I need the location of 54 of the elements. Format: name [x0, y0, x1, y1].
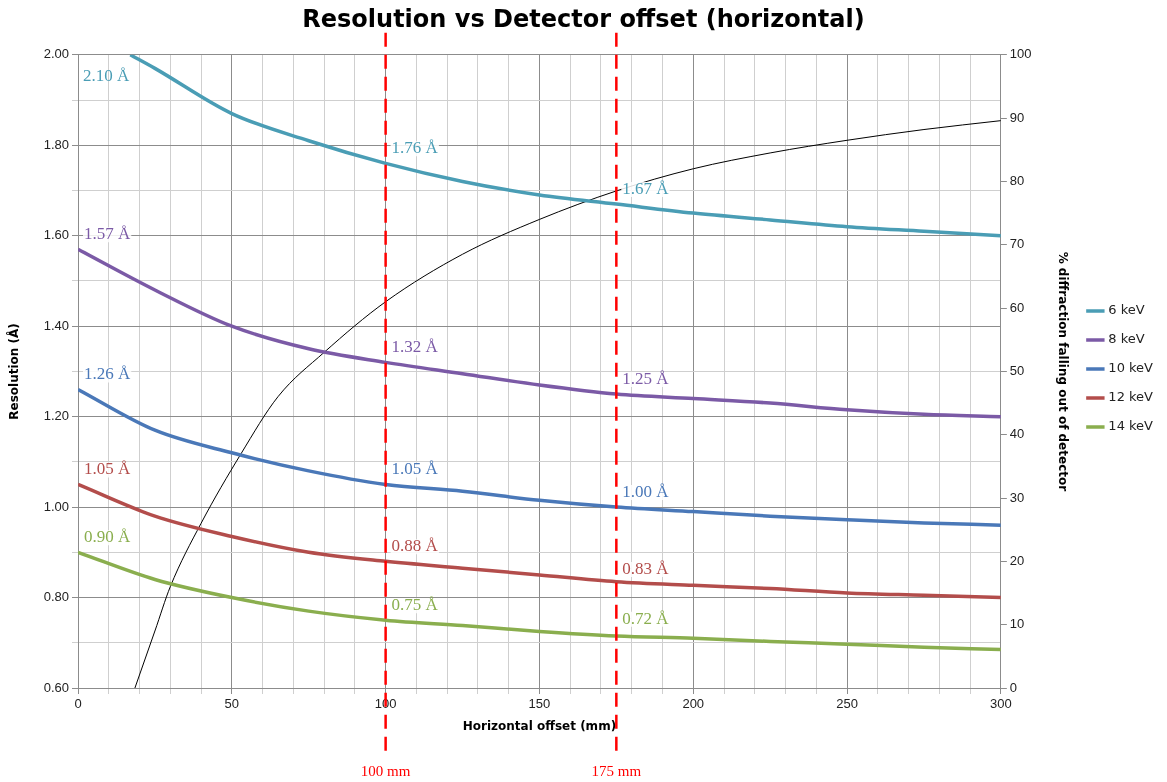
y-tick-label: 1.20 — [43, 408, 69, 424]
y-tick-label: 1.40 — [43, 317, 69, 333]
y-tick-label: 1.00 — [43, 498, 69, 514]
legend-label: 14 keV — [1108, 418, 1154, 434]
annotation: 1.26 Å — [84, 364, 131, 384]
y2-tick-label: 50 — [1009, 362, 1025, 378]
line-series — [128, 54, 1001, 238]
y-tick-label: 0.60 — [43, 679, 69, 695]
legend-label: 12 keV — [1108, 389, 1154, 405]
annotation: 1.00 Å — [622, 482, 670, 502]
y-tick-label: 1.60 — [43, 227, 69, 243]
y2-tick-label: 0 — [1009, 679, 1018, 695]
y2-axis-title: % diffraction falling out of detector — [1055, 251, 1070, 492]
ref-line-label: 100 mm — [360, 762, 411, 779]
annotation: 1.67 Å — [622, 179, 670, 199]
x-tick-label: 250 — [836, 696, 858, 712]
y-axis-title: Resolution (Å) — [6, 323, 22, 420]
y-tick-label: 0.80 — [43, 589, 69, 605]
x-tick-label: 200 — [682, 696, 705, 712]
annotation: 1.05 Å — [84, 459, 131, 479]
legend-label: 6 keV — [1108, 302, 1145, 318]
y2-tick-label: 20 — [1009, 552, 1025, 568]
annotation: 0.88 Å — [391, 536, 439, 556]
y2-tick-label: 60 — [1009, 299, 1025, 315]
y2-tick-label: 70 — [1009, 236, 1025, 252]
legend-label: 8 keV — [1108, 331, 1145, 347]
x-axis-title: Horizontal offset (mm) — [462, 718, 617, 733]
chart-title: Resolution vs Detector offset (horizontal) — [302, 4, 865, 33]
x-tick-label: 100 — [374, 696, 397, 712]
line-series — [134, 120, 1001, 688]
y2-tick-label: 90 — [1009, 109, 1025, 125]
legend-label: 10 keV — [1108, 360, 1154, 376]
annotation: 1.76 Å — [391, 138, 439, 158]
annotation: 0.90 Å — [84, 527, 131, 547]
x-tick-label: 50 — [224, 696, 240, 712]
annotation: 0.72 Å — [622, 608, 670, 628]
y-tick-label: 2.00 — [43, 46, 69, 62]
x-tick-label: 0 — [74, 696, 82, 712]
annotation: 1.57 Å — [84, 224, 131, 244]
annotation: 0.83 Å — [622, 558, 670, 578]
annotation: 1.05 Å — [391, 459, 439, 479]
annotation: 0.75 Å — [391, 595, 439, 615]
annotation: 2.10 Å — [83, 65, 130, 85]
ref-line-label: 175 mm — [591, 762, 642, 779]
y2-tick-label: 80 — [1009, 173, 1025, 189]
x-tick-label: 300 — [990, 696, 1012, 712]
y2-tick-label: 10 — [1009, 616, 1025, 632]
annotation: 1.32 Å — [391, 337, 439, 357]
y2-tick-label: 100 — [1009, 46, 1032, 62]
y2-tick-label: 40 — [1009, 426, 1025, 442]
x-tick-label: 150 — [528, 696, 551, 712]
annotation: 1.25 Å — [622, 368, 670, 388]
y2-tick-label: 30 — [1009, 489, 1025, 505]
y-tick-label: 1.80 — [43, 136, 69, 152]
